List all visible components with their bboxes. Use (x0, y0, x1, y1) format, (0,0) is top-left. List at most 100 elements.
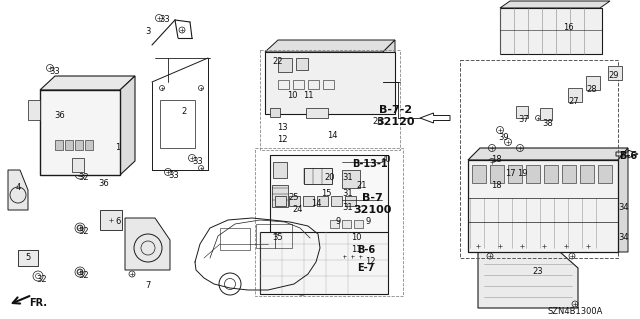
Bar (275, 196, 286, 206)
Text: 32: 32 (79, 271, 90, 280)
Text: 5: 5 (26, 254, 31, 263)
Text: 16: 16 (563, 24, 573, 33)
Bar (100, 210, 122, 230)
Polygon shape (500, 1, 610, 8)
Text: 6: 6 (115, 218, 121, 226)
Bar (65, 140, 73, 150)
Bar (317, 196, 328, 206)
Text: 12: 12 (365, 257, 375, 266)
Text: 34: 34 (619, 204, 629, 212)
Bar (540, 108, 552, 120)
Bar (278, 58, 292, 72)
Bar (289, 196, 300, 206)
Text: 36: 36 (54, 112, 65, 121)
Bar (256, 224, 292, 248)
Polygon shape (120, 76, 135, 175)
Polygon shape (8, 170, 28, 210)
Bar (500, 8, 602, 54)
Bar (472, 165, 486, 183)
Text: B-13-1: B-13-1 (352, 159, 388, 169)
Text: E-7: E-7 (357, 263, 374, 273)
Text: 14: 14 (327, 131, 337, 140)
Polygon shape (265, 40, 395, 52)
Text: 7: 7 (145, 281, 150, 291)
Text: 34: 34 (619, 234, 629, 242)
Bar (580, 165, 594, 183)
Bar (304, 168, 332, 184)
Text: 23: 23 (532, 268, 543, 277)
Text: 18: 18 (491, 155, 501, 165)
Bar (18, 250, 38, 266)
Text: 14: 14 (311, 199, 321, 209)
Bar (345, 196, 356, 206)
Bar (270, 108, 280, 117)
Bar (272, 185, 288, 207)
Bar (331, 196, 342, 206)
Bar (278, 80, 289, 89)
Text: 10: 10 (287, 92, 297, 100)
Text: 11: 11 (351, 246, 361, 255)
Bar (562, 165, 576, 183)
Bar (568, 88, 582, 102)
Bar (270, 155, 388, 233)
Bar (265, 52, 395, 114)
Bar (260, 232, 388, 294)
Bar (75, 140, 83, 150)
Bar (586, 76, 600, 90)
Text: 28: 28 (587, 85, 597, 94)
Polygon shape (468, 148, 628, 160)
Text: 38: 38 (543, 120, 554, 129)
Bar (296, 58, 308, 70)
Text: 17: 17 (505, 169, 515, 179)
Bar (468, 160, 618, 252)
Bar (72, 158, 84, 172)
Text: 29: 29 (609, 71, 620, 80)
Bar (516, 106, 528, 118)
Text: 33: 33 (168, 172, 179, 181)
Text: 2: 2 (181, 108, 187, 116)
Bar (508, 165, 522, 183)
Text: 13: 13 (276, 123, 287, 132)
Text: 19: 19 (516, 169, 527, 179)
Text: 32: 32 (79, 174, 90, 182)
Bar (55, 140, 63, 150)
Text: 30: 30 (381, 155, 391, 165)
Polygon shape (478, 252, 578, 308)
Bar (608, 66, 622, 80)
Bar (342, 220, 351, 228)
Bar (308, 80, 319, 89)
Bar (598, 165, 612, 183)
Text: 1: 1 (115, 144, 120, 152)
Text: 9: 9 (335, 218, 340, 226)
Text: B-7
32100: B-7 32100 (353, 193, 391, 215)
Bar (342, 170, 360, 188)
Bar (160, 100, 195, 148)
Bar (354, 220, 363, 228)
Text: 33: 33 (50, 68, 60, 77)
Bar (526, 165, 540, 183)
Text: 25: 25 (289, 194, 300, 203)
Polygon shape (383, 40, 395, 114)
Text: 32: 32 (36, 276, 47, 285)
Bar (323, 80, 334, 89)
Text: B-6: B-6 (619, 151, 637, 161)
Text: 20: 20 (324, 174, 335, 182)
Bar (260, 50, 400, 150)
Text: 27: 27 (569, 98, 579, 107)
Text: 3: 3 (145, 27, 150, 36)
Text: 18: 18 (491, 182, 501, 190)
Text: 32: 32 (79, 227, 90, 236)
Text: 10: 10 (351, 234, 361, 242)
Text: B-6: B-6 (357, 245, 375, 255)
Text: 31: 31 (342, 189, 353, 198)
Text: 12: 12 (276, 136, 287, 145)
Text: 11: 11 (303, 92, 313, 100)
Text: 36: 36 (99, 180, 109, 189)
Text: SZN4B1300A: SZN4B1300A (547, 308, 603, 316)
Bar (460, 60, 618, 258)
Bar (330, 220, 339, 228)
Text: 26: 26 (372, 117, 383, 127)
Polygon shape (40, 76, 135, 90)
Bar (273, 162, 287, 178)
Text: 33: 33 (193, 158, 204, 167)
